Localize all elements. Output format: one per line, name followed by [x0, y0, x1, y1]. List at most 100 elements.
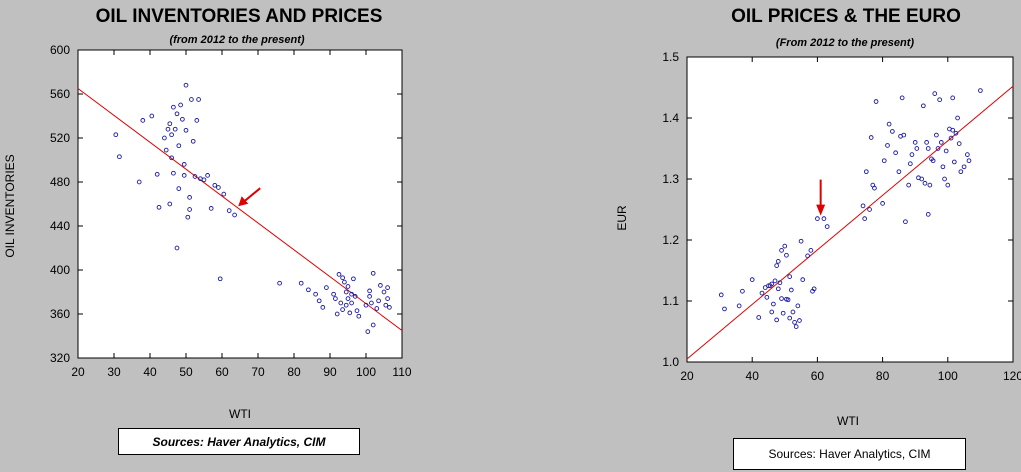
chart1-x-ticks: 20 30 40 50 60 70 80 90 100 110 — [71, 50, 412, 379]
chart2-y-tick-label: 1.2 — [662, 233, 679, 247]
chart1-data-point — [367, 294, 372, 299]
chart2-data-point — [950, 95, 956, 101]
chart1-data-point — [387, 305, 392, 310]
chart1-data-point — [385, 296, 390, 301]
chart1-subtitle: (from 2012 to the present) — [169, 34, 304, 46]
chart1-data-point — [201, 177, 207, 183]
chart2-data-point — [951, 159, 957, 165]
chart2-plot-area — [686, 56, 1014, 363]
chart1-data-point — [340, 275, 345, 281]
chart1-data-point — [180, 116, 185, 122]
chart2-data-point — [912, 140, 918, 145]
chart1-data-point — [196, 97, 201, 102]
chart2-data-point — [787, 274, 793, 279]
chart2-data-point — [779, 296, 784, 301]
chart2-data-point — [924, 140, 929, 145]
chart1-data-point — [169, 155, 174, 161]
chart2-data-point — [893, 150, 898, 156]
chart2-data-point — [937, 97, 942, 103]
chart2-data-point — [780, 310, 786, 316]
chart2-data-point — [867, 207, 872, 212]
chart2-data-point — [942, 176, 947, 182]
chart2-data-point — [914, 146, 920, 151]
chart1-data-point — [187, 207, 192, 212]
chart2-data-point — [978, 88, 983, 93]
chart2-data-point — [868, 135, 874, 140]
chart1-data-point — [351, 276, 356, 282]
chart1-data-point — [338, 300, 344, 306]
chart2-data-point — [779, 248, 784, 253]
chart1-data-point — [208, 206, 214, 211]
chart2-data-point — [880, 201, 885, 206]
chart1-x-tick-label: 80 — [287, 365, 301, 379]
chart2-data-point — [961, 164, 967, 170]
chart1-data-point — [169, 132, 174, 138]
chart2-title: OIL PRICES & THE EURO — [731, 6, 961, 27]
chart2-data-point — [925, 146, 931, 151]
chart2-y-label: EUR — [615, 205, 629, 231]
chart2-data-point — [958, 169, 964, 175]
chart2-data-point — [774, 317, 779, 323]
chart2-data-point — [793, 324, 799, 329]
chart2-y-tick-label: 1.4 — [662, 111, 679, 125]
chart2-data-point — [922, 180, 928, 186]
chart1-x-label: WTI — [229, 407, 251, 421]
chart1-y-label: OIL INVENTORIES — [3, 154, 17, 257]
chart1-title: OIL INVENTORIES AND PRICES — [96, 6, 383, 27]
chart1-data-point — [167, 201, 173, 207]
chart1-data-point — [385, 285, 390, 290]
chart2-data-point — [775, 286, 781, 292]
chart1-data-point — [374, 306, 380, 311]
chart2-data-point — [901, 132, 907, 138]
chart1-y-ticks: 320 360 400 440 480 520 560 600 — [50, 43, 402, 365]
chart1-y-tick-label: 600 — [50, 43, 70, 57]
chart1-x-tick-label: 20 — [71, 365, 85, 379]
chart1-data-point — [363, 302, 369, 308]
chart1-data-point — [187, 195, 192, 200]
chart1-fit-line — [77, 88, 403, 331]
chart2-data-point — [784, 252, 789, 258]
chart2-data-point — [782, 243, 788, 249]
chart2-data-point — [808, 248, 814, 253]
chart1-data-point — [216, 185, 221, 190]
chart2-data-point — [722, 306, 727, 312]
chart2-data-point — [771, 301, 776, 307]
chart1-data-point — [352, 294, 358, 299]
chart2-data-point — [788, 287, 794, 293]
chart1-data-point — [369, 300, 374, 306]
chart1-data-point — [113, 132, 119, 138]
chart2-data-point — [792, 320, 797, 325]
chart2-data-point — [955, 115, 960, 121]
chart1-data-point — [345, 284, 351, 289]
chart1-data-point — [167, 121, 173, 127]
chart1-data-point — [221, 191, 227, 197]
chart2-data-point — [899, 95, 905, 101]
chart1-data-point — [354, 308, 360, 314]
chart2-data-point — [890, 129, 895, 134]
chart2-arrow-annotation — [816, 179, 826, 216]
chart2-data-point — [862, 216, 868, 221]
chart2-data-point — [945, 182, 951, 188]
chart1-data-point — [226, 208, 232, 213]
chart1-data-point — [383, 302, 389, 308]
chart2-x-tick-label: 20 — [680, 369, 694, 383]
chart2-x-tick-label: 100 — [938, 369, 958, 383]
chart1-data-point — [190, 138, 196, 144]
chart1-data-point — [171, 170, 176, 176]
chart1-x-tick-label: 100 — [356, 365, 376, 379]
chart2-subtitle: (From 2012 to the present) — [776, 37, 914, 49]
chart1-data-point — [232, 212, 237, 218]
chart2-data-point — [769, 281, 775, 287]
chart2-source-box: Sources: Haver Analytics, CIM — [733, 438, 966, 470]
chart2-data-point — [873, 99, 879, 104]
chart2-y-tick-label: 1.5 — [662, 50, 679, 64]
chart1-data-point — [349, 300, 354, 306]
chart2-x-tick-label: 60 — [811, 369, 825, 383]
chart1-arrow-head — [238, 196, 249, 207]
chart1-data-point — [176, 186, 182, 191]
chart1-y-tick-label: 520 — [50, 131, 70, 145]
chart1-data-point — [194, 118, 200, 123]
chart1-data-point — [333, 296, 338, 301]
chart2-data-point — [886, 121, 892, 127]
